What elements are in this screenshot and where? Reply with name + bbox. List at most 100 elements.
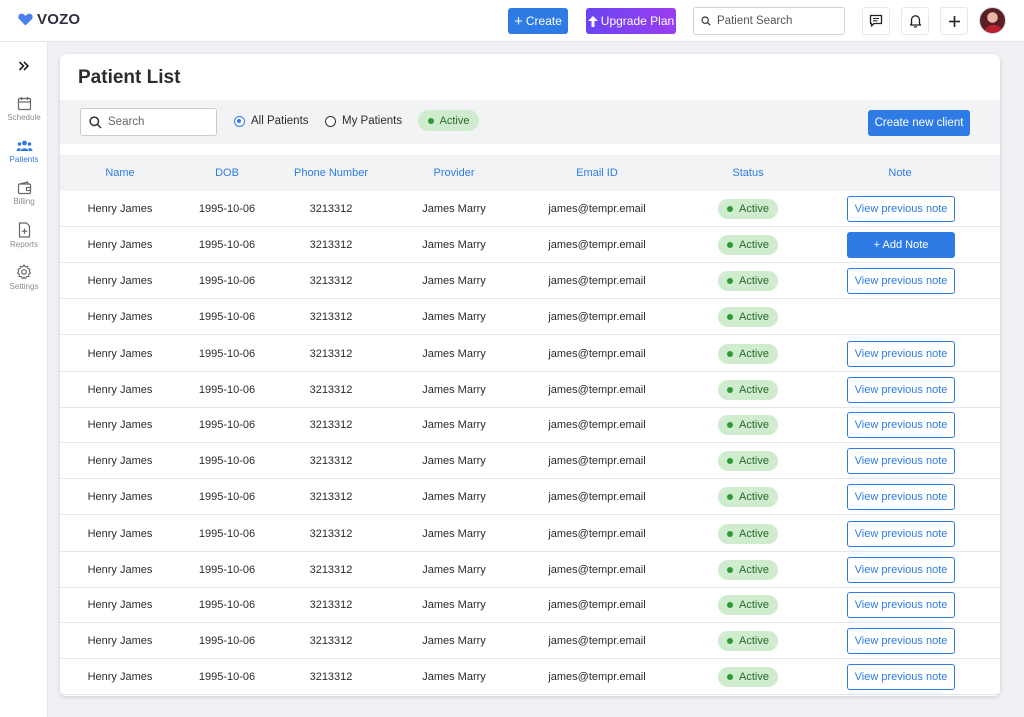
cell-note: View previous note — [846, 623, 956, 659]
status-label: Active — [739, 239, 769, 251]
table-row[interactable]: Henry James 1995-10-06 3213312 James Marry j… — [60, 479, 1000, 515]
heart-logo-icon — [18, 13, 33, 26]
user-avatar[interactable] — [979, 7, 1006, 34]
plus-icon — [948, 15, 960, 27]
cell-email: james@tempr.email — [548, 311, 646, 323]
cell-note: View previous note — [846, 443, 956, 479]
cell-dob: 1995-10-06 — [198, 455, 256, 467]
sidebar-item-settings[interactable]: Settings — [0, 264, 48, 291]
notifications-button[interactable] — [901, 7, 929, 35]
add-note-button[interactable]: + Add Note — [847, 232, 955, 258]
cell-provider: James Marry — [422, 348, 486, 360]
double-chevron-right-icon — [18, 61, 30, 71]
cell-status: Active — [708, 407, 788, 443]
patient-list-card: Patient List Search All Patients My Pati… — [60, 54, 1000, 696]
cell-provider: James Marry — [422, 635, 486, 647]
cell-email: james@tempr.email — [548, 419, 646, 431]
cell-email: james@tempr.email — [548, 599, 646, 611]
view-previous-note-button[interactable]: View previous note — [847, 664, 955, 690]
cell-note: View previous note — [846, 587, 956, 623]
cell-name: Henry James — [87, 311, 153, 323]
column-header-note[interactable]: Note — [888, 167, 912, 179]
users-icon — [16, 140, 32, 151]
cell-note: View previous note — [846, 191, 956, 227]
table-row[interactable]: Henry James 1995-10-06 3213312 James Marry j… — [60, 372, 1000, 408]
cell-provider: James Marry — [422, 491, 486, 503]
table-row[interactable]: Henry James 1995-10-06 3213312 James Marry j… — [60, 407, 1000, 443]
cell-dob: 1995-10-06 — [198, 311, 256, 323]
cell-note: View previous note — [846, 659, 956, 695]
view-previous-note-button[interactable]: View previous note — [847, 484, 955, 510]
cell-provider: James Marry — [422, 275, 486, 287]
cell-dob: 1995-10-06 — [198, 528, 256, 540]
table-row[interactable]: Henry James 1995-10-06 3213312 James Marry j… — [60, 587, 1000, 623]
table-row[interactable]: Henry James 1995-10-06 3213312 James Marry j… — [60, 263, 1000, 299]
sidebar-item-reports[interactable]: Reports — [0, 222, 48, 249]
cell-note: View previous note — [846, 263, 956, 299]
table-header: Name DOB Phone Number Provider Email ID … — [60, 155, 1000, 191]
view-previous-note-button[interactable]: View previous note — [847, 557, 955, 583]
status-badge: Active — [718, 595, 778, 615]
cell-status: Active — [708, 191, 788, 227]
cell-name: Henry James — [87, 203, 153, 215]
upgrade-plan-button[interactable]: Upgrade Plan — [586, 8, 676, 34]
table-row[interactable]: Henry James 1995-10-06 3213312 James Marry j… — [60, 227, 1000, 263]
status-dot-icon — [727, 351, 734, 357]
active-filter-chip[interactable]: Active — [418, 110, 479, 131]
column-header-provider[interactable]: Provider — [433, 167, 475, 179]
status-dot-icon — [727, 531, 734, 537]
table-row[interactable]: Henry James 1995-10-06 3213312 James Marry j… — [60, 552, 1000, 588]
create-new-client-button[interactable]: Create new client — [868, 110, 970, 136]
table-row[interactable]: Henry James 1995-10-06 3213312 James Marry j… — [60, 191, 1000, 227]
view-previous-note-button[interactable]: View previous note — [847, 341, 955, 367]
view-previous-note-button[interactable]: View previous note — [847, 628, 955, 654]
top-bar: VOZO + Create Upgrade Plan Patient Searc… — [0, 0, 1024, 42]
table-row[interactable]: Henry James 1995-10-06 3213312 James Marry j… — [60, 623, 1000, 659]
sidebar-item-label: Billing — [13, 197, 35, 206]
table-row[interactable]: Henry James 1995-10-06 3213312 James Marry j… — [60, 336, 1000, 372]
add-button[interactable] — [940, 7, 968, 35]
cell-status: Active — [708, 443, 788, 479]
status-dot-icon — [727, 638, 734, 644]
cell-phone: 3213312 — [309, 528, 353, 540]
status-badge: Active — [718, 235, 778, 255]
table-row[interactable]: Henry James 1995-10-06 3213312 James Marry j… — [60, 659, 1000, 695]
search-input[interactable]: Search — [80, 108, 217, 136]
sidebar-expand-toggle[interactable] — [14, 60, 34, 76]
create-button[interactable]: + Create — [508, 8, 568, 34]
patient-search-input[interactable]: Patient Search — [693, 7, 845, 35]
sidebar-item-schedule[interactable]: Schedule — [0, 96, 48, 122]
view-previous-note-button[interactable]: View previous note — [847, 377, 955, 403]
cell-status: Active — [708, 263, 788, 299]
view-previous-note-button[interactable]: View previous note — [847, 268, 955, 294]
view-previous-note-button[interactable]: View previous note — [847, 196, 955, 222]
status-dot-icon — [727, 387, 734, 393]
column-header-status[interactable]: Status — [732, 167, 764, 179]
sidebar-item-patients[interactable]: Patients — [0, 139, 48, 164]
cell-phone: 3213312 — [309, 455, 353, 467]
create-label: Create — [525, 14, 562, 28]
table-row[interactable]: Henry James 1995-10-06 3213312 James Marry j… — [60, 299, 1000, 335]
cell-phone: 3213312 — [309, 348, 353, 360]
cell-name: Henry James — [87, 599, 153, 611]
column-header-phone[interactable]: Phone Number — [294, 167, 368, 179]
status-label: Active — [739, 671, 769, 683]
sidebar-item-label: Patients — [9, 155, 39, 164]
messages-button[interactable] — [862, 7, 890, 35]
column-header-dob[interactable]: DOB — [215, 167, 239, 179]
view-previous-note-button[interactable]: View previous note — [847, 448, 955, 474]
table-row[interactable]: Henry James 1995-10-06 3213312 James Marry j… — [60, 516, 1000, 552]
column-header-email[interactable]: Email ID — [576, 167, 618, 179]
status-label: Active — [739, 635, 769, 647]
view-previous-note-button[interactable]: View previous note — [847, 592, 955, 618]
radio-my-patients[interactable]: My Patients — [325, 115, 402, 127]
view-previous-note-button[interactable]: View previous note — [847, 412, 955, 438]
column-header-name[interactable]: Name — [105, 167, 135, 179]
cell-provider: James Marry — [422, 384, 486, 396]
sidebar-item-billing[interactable]: Billing — [0, 181, 48, 206]
radio-all-patients[interactable]: All Patients — [234, 115, 309, 127]
logo[interactable]: VOZO — [18, 11, 80, 28]
status-badge: Active — [718, 560, 778, 580]
view-previous-note-button[interactable]: View previous note — [847, 521, 955, 547]
table-row[interactable]: Henry James 1995-10-06 3213312 James Marry j… — [60, 443, 1000, 479]
